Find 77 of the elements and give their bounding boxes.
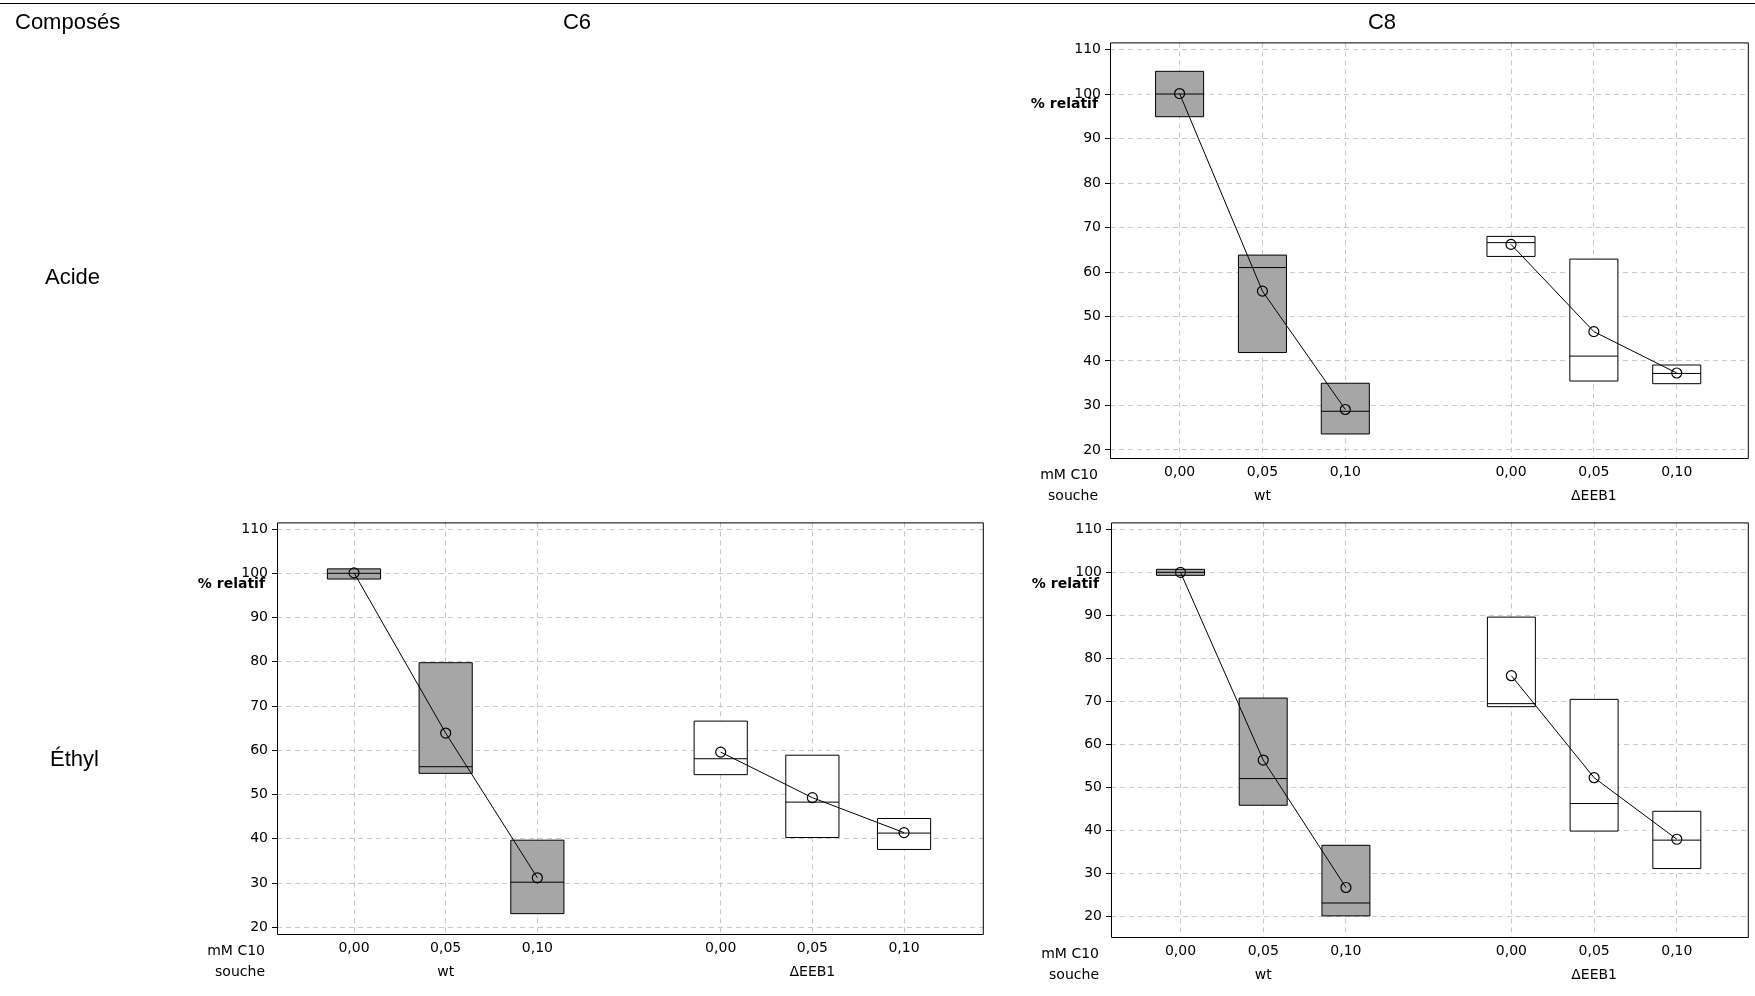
text: ΔEEB1 <box>1570 486 1617 503</box>
text: wt <box>437 962 455 979</box>
point <box>1257 754 1269 766</box>
x-tick-label: 0,00 <box>1164 942 1197 959</box>
y-tick-label: 30 <box>1084 864 1102 881</box>
y-tick-label: 90 <box>1083 129 1101 146</box>
text: Éthyl <box>50 746 99 771</box>
y-tick-label: 70 <box>1084 692 1102 709</box>
y-tick-label: 30 <box>250 873 268 890</box>
x-tick-label: 0,10 <box>888 939 920 956</box>
chart-title: C8 <box>1367 9 1397 34</box>
x-tick-label: 0,05 <box>1246 463 1279 480</box>
x-tick-label: 0,10 <box>1330 942 1362 959</box>
text: souche <box>1049 965 1099 982</box>
text: wt <box>1253 486 1272 503</box>
point <box>806 792 818 804</box>
point <box>1505 670 1517 682</box>
point <box>1256 285 1269 297</box>
x-axis-title: mM C10 <box>207 941 265 958</box>
x-tick-label: 0,05 <box>430 939 462 956</box>
x-tick-label: 0,00 <box>1495 463 1527 480</box>
point <box>1340 881 1352 894</box>
x-tick-label: 0,00 <box>338 939 370 956</box>
y-tick-label: 40 <box>250 829 268 846</box>
y-tick-label: 20 <box>250 918 268 934</box>
y-tick-label: 70 <box>250 696 268 713</box>
text: souche <box>1048 486 1098 503</box>
point <box>715 746 727 758</box>
y-tick-label: 30 <box>1083 396 1101 413</box>
point <box>531 872 543 884</box>
y-tick-label: 60 <box>250 740 268 757</box>
text: Acide <box>45 264 101 289</box>
y-tick-label: 40 <box>1084 821 1102 838</box>
y-tick-label: 50 <box>1084 778 1102 795</box>
x-tick-label: 0,05 <box>796 939 828 956</box>
x-tick-label: 0,05 <box>1578 463 1610 480</box>
point <box>1671 833 1683 845</box>
text: ΔEEB1 <box>1571 965 1617 982</box>
y-tick-label: 110 <box>241 519 268 536</box>
point <box>898 827 910 839</box>
x-tick-label: 0,00 <box>1495 942 1527 959</box>
x-tick-label: 0,10 <box>1661 463 1693 480</box>
y-tick-label: 60 <box>1083 262 1101 279</box>
y-tick-label: 90 <box>1084 606 1102 623</box>
x-tick-label: 0,00 <box>1164 463 1196 480</box>
x-axis-title: mM C10 <box>1040 465 1098 482</box>
y-tick-label: 90 <box>250 608 268 625</box>
y-tick-label: 110 <box>1075 519 1102 536</box>
y-tick-label: 80 <box>1083 173 1101 190</box>
y-tick-label: 20 <box>1083 440 1101 457</box>
x-axis-title: mM C10 <box>1041 944 1099 961</box>
y-tick-label: 70 <box>1083 218 1101 235</box>
chart-title: C6 <box>562 9 592 34</box>
text: wt <box>1254 965 1273 982</box>
point <box>1174 566 1187 578</box>
y-tick-label: 40 <box>1083 351 1101 368</box>
y-tick-label: 50 <box>250 785 268 802</box>
point <box>1671 367 1683 379</box>
y-tick-label: 60 <box>1084 735 1102 752</box>
text: ΔEEB1 <box>789 962 836 979</box>
text: souche <box>215 962 265 979</box>
text: Composés <box>15 9 121 34</box>
y-tick-label: 50 <box>1083 307 1101 324</box>
point <box>1588 772 1600 784</box>
y-tick-label: 80 <box>250 652 268 669</box>
x-tick-label: 0,10 <box>521 939 553 956</box>
point <box>348 567 360 579</box>
point <box>1588 326 1600 338</box>
x-tick-label: 0,05 <box>1247 942 1279 959</box>
y-tick-label: 110 <box>1074 40 1101 57</box>
x-tick-label: 0,10 <box>1329 463 1361 480</box>
y-tick-label: 20 <box>1084 907 1102 924</box>
x-tick-label: 0,05 <box>1578 942 1610 959</box>
x-tick-label: 0,00 <box>705 939 737 956</box>
x-tick-label: 0,10 <box>1661 942 1693 959</box>
point <box>440 727 452 739</box>
y-tick-label: 80 <box>1084 649 1102 666</box>
